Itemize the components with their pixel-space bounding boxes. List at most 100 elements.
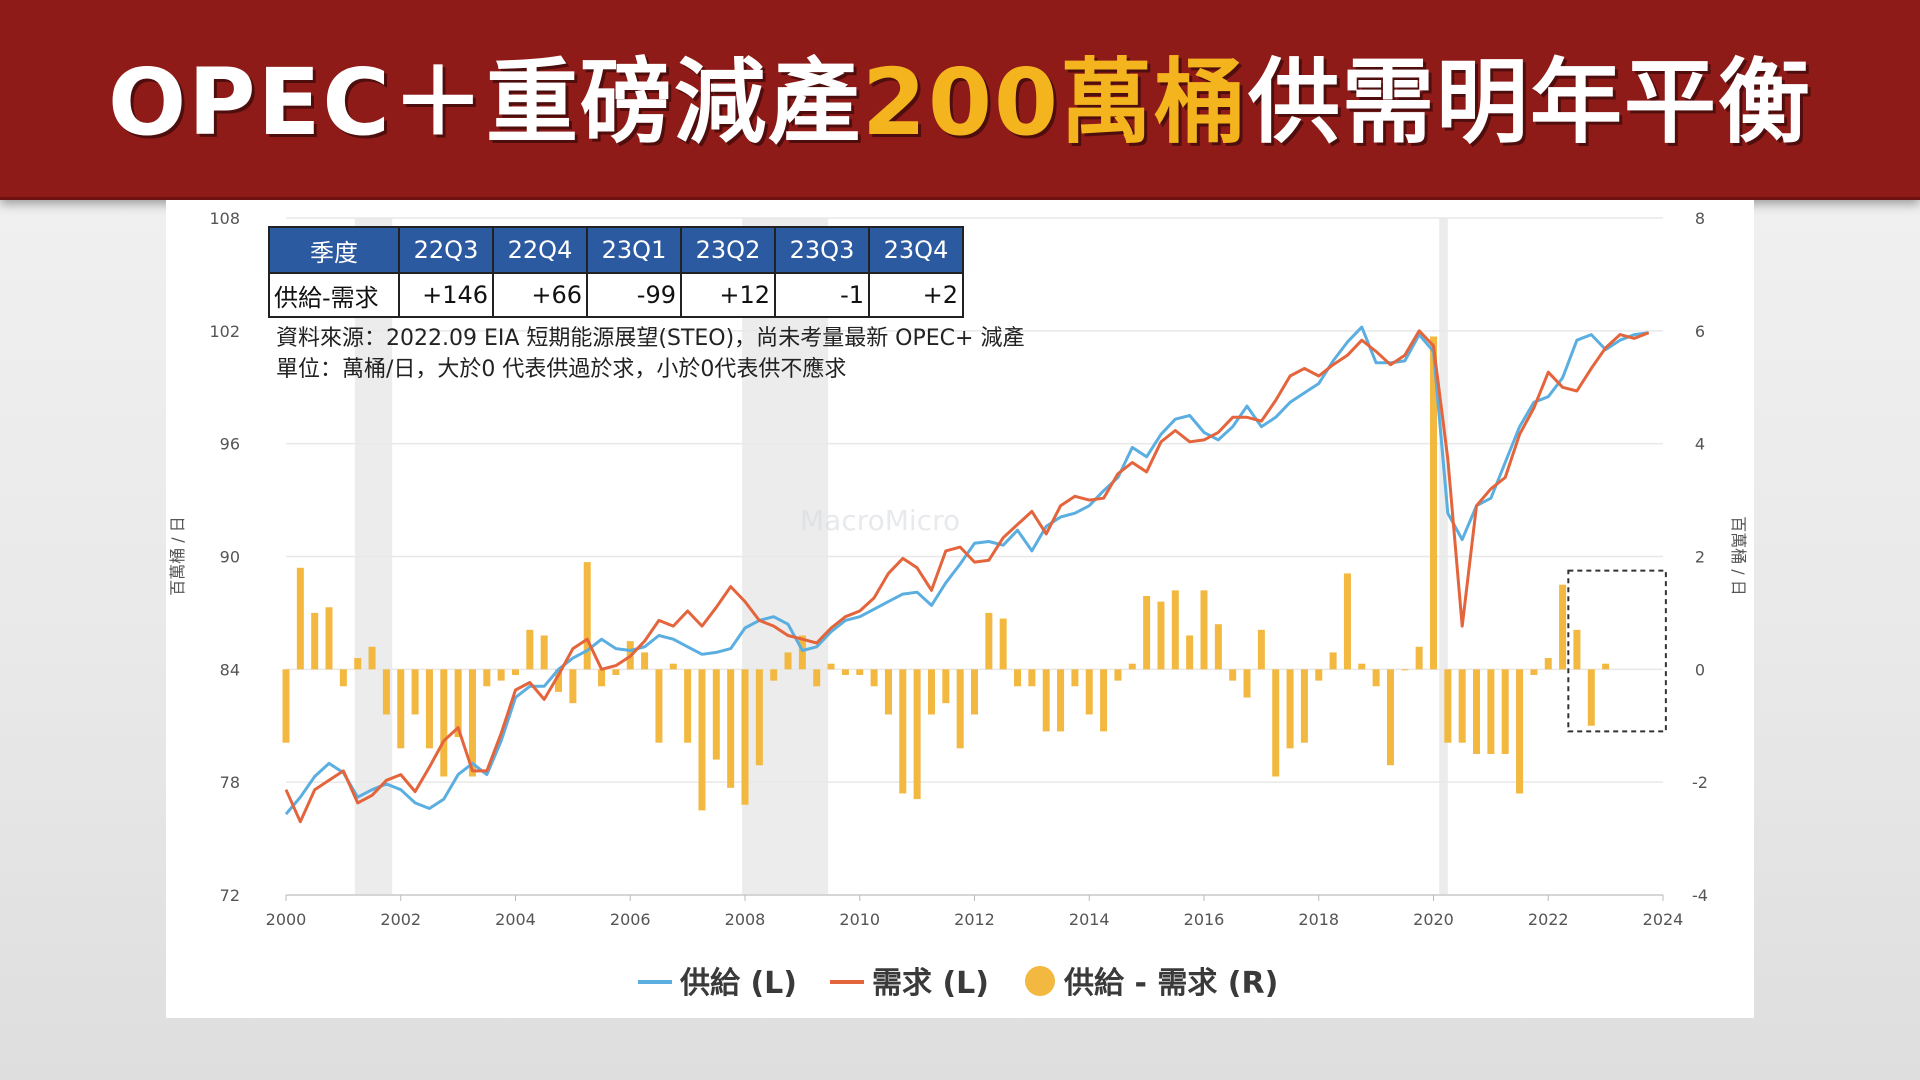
balance-bar <box>1415 646 1423 670</box>
balance-bar <box>755 669 763 766</box>
balance-bar <box>956 669 964 749</box>
right-tick-label: 6 <box>1695 322 1705 341</box>
balance-bar <box>1214 624 1222 670</box>
table-header-cell: 22Q3 <box>398 226 494 274</box>
balance-bar <box>382 669 390 715</box>
balance-bar <box>1444 669 1452 743</box>
left-tick-label: 96 <box>220 435 240 454</box>
balance-bar <box>1014 669 1022 687</box>
balance-bar <box>1573 629 1581 670</box>
balance-bar <box>1358 663 1366 670</box>
unit-note: 單位：萬桶/日，大於0 代表供過於求，小於0代表供不應求 <box>276 356 846 382</box>
balance-bar <box>440 669 448 777</box>
balance-bar <box>813 669 821 687</box>
balance-bar <box>669 663 677 670</box>
demand-line <box>284 329 1650 824</box>
balance-bar <box>1602 663 1610 670</box>
x-tick-label: 2000 <box>266 910 307 929</box>
balance-bar <box>397 669 405 749</box>
balance-bar <box>1143 595 1151 670</box>
balance-bar <box>1458 669 1466 743</box>
x-tick-label: 2020 <box>1413 910 1454 929</box>
table-header-cell: 22Q4 <box>492 226 588 274</box>
balance-bar <box>1286 669 1294 749</box>
balance-table: 季度 22Q3 22Q4 23Q1 23Q2 23Q3 23Q4 供給-需求 +… <box>268 226 964 318</box>
balance-bar <box>741 669 749 805</box>
left-tick-label: 90 <box>220 548 240 567</box>
right-axis-ticks: -4 -2 0 2 4 6 8 <box>1692 209 1708 905</box>
balance-bar <box>411 669 419 715</box>
balance-bar <box>971 669 978 715</box>
table-row-label: 供給-需求 <box>268 272 400 318</box>
legend: 供給 (L) 需求 (L) 供給 - 需求 (R) <box>638 966 1278 1001</box>
balance-bar <box>985 612 993 670</box>
x-tick-label: 2014 <box>1069 910 1110 929</box>
balance-bar <box>1128 663 1136 670</box>
right-axis-title: 百萬桶 / 日 <box>1729 516 1748 596</box>
balance-bar <box>1343 573 1351 670</box>
legend-balance-label: 供給 - 需求 (R) <box>1063 966 1278 1001</box>
balance-bar <box>1372 669 1380 687</box>
balance-bar <box>827 663 835 670</box>
balance-bar <box>1587 669 1595 726</box>
balance-bar <box>526 629 534 670</box>
balance-bar <box>540 635 548 670</box>
right-tick-label: 8 <box>1695 209 1705 228</box>
balance-bar <box>655 669 663 743</box>
balance-bar <box>512 669 519 675</box>
balance-bar <box>1186 635 1194 670</box>
x-tick-label: 2012 <box>954 910 995 929</box>
right-tick-label: 0 <box>1695 660 1705 679</box>
balance-bar <box>325 607 333 670</box>
balance-bar <box>1057 669 1065 732</box>
balance-bar <box>1430 336 1437 670</box>
balance-bar <box>569 669 577 704</box>
balance-bar <box>354 658 362 670</box>
table-header-cell: 季度 <box>268 226 400 274</box>
balance-bar <box>296 567 304 670</box>
balance-bar <box>1530 669 1538 675</box>
balance-bar <box>784 652 792 670</box>
right-tick-label: -2 <box>1692 773 1708 792</box>
table-cell: -99 <box>586 272 682 318</box>
balance-bar <box>641 652 649 670</box>
balance-bar <box>1042 669 1050 732</box>
balance-bar <box>1243 669 1251 698</box>
balance-bar <box>870 669 878 687</box>
table-row: 供給-需求 +146 +66 -99 +12 -1 +2 <box>268 272 964 318</box>
balance-bar <box>1085 669 1093 715</box>
balance-bar <box>1272 669 1280 777</box>
balance-bar <box>1544 658 1552 670</box>
balance-bar <box>339 669 347 687</box>
line-series <box>284 325 1650 824</box>
balance-bar <box>684 669 692 743</box>
balance-bar <box>1229 669 1237 681</box>
title-part-2: 供需明年平衡 <box>1248 48 1813 156</box>
table-cell: +66 <box>492 272 588 318</box>
balance-bar <box>311 612 319 670</box>
balance-bar <box>841 669 849 675</box>
balance-bar <box>598 669 606 687</box>
table-header-cell: 23Q3 <box>774 226 870 274</box>
balance-bar <box>454 669 462 738</box>
table-header-cell: 23Q1 <box>586 226 682 274</box>
table-cell: -1 <box>774 272 870 318</box>
table-cell: +146 <box>398 272 494 318</box>
table-cell: +2 <box>868 272 964 318</box>
balance-bar <box>1401 669 1409 671</box>
balance-bar <box>583 562 591 670</box>
balance-bar <box>425 669 433 749</box>
balance-bar <box>1300 669 1308 743</box>
x-tick-label: 2016 <box>1184 910 1225 929</box>
balance-bar <box>612 669 620 675</box>
title-part-1: OPEC＋重磅減產 <box>107 48 862 156</box>
left-tick-label: 102 <box>209 322 240 341</box>
x-tick-label: 2008 <box>725 910 766 929</box>
balance-bar <box>282 669 290 743</box>
left-tick-label: 78 <box>220 773 240 792</box>
balance-bar <box>1200 590 1208 670</box>
title-banner <box>0 0 1920 200</box>
x-tick-label: 2004 <box>495 910 536 929</box>
balance-bar <box>999 618 1007 670</box>
balance-bar <box>555 669 563 692</box>
